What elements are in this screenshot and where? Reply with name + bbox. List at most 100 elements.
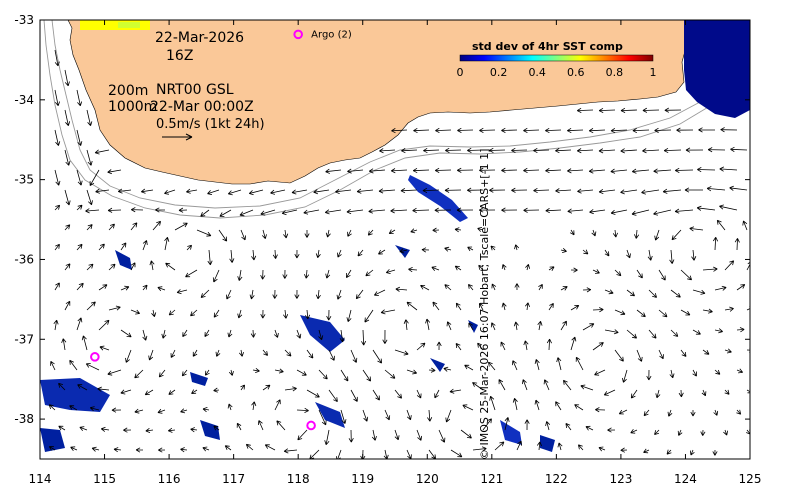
current-vector — [501, 302, 507, 311]
current-vector — [131, 207, 144, 213]
current-vector — [205, 369, 210, 376]
current-vector — [240, 229, 246, 241]
current-vector — [416, 342, 426, 351]
current-vector — [168, 309, 176, 316]
current-vector — [191, 389, 198, 394]
current-vector — [85, 363, 100, 371]
current-vector — [412, 207, 430, 213]
current-vector — [180, 408, 188, 414]
argo-float-label: Argo (2) — [311, 29, 352, 40]
current-vector — [142, 284, 148, 291]
current-vector — [315, 249, 321, 259]
current-vector — [413, 127, 430, 134]
current-vector — [670, 289, 681, 298]
current-vector — [362, 409, 369, 422]
current-vector — [346, 208, 364, 215]
current-vector — [567, 208, 584, 214]
current-vector — [155, 207, 166, 213]
current-vector — [696, 205, 716, 211]
current-vector — [723, 429, 728, 436]
current-vector — [714, 369, 721, 375]
current-vector — [501, 167, 518, 173]
current-vector — [588, 168, 606, 174]
current-vector — [350, 389, 358, 402]
depth-label-1000m: 1000m — [108, 99, 157, 115]
current-vector — [111, 407, 122, 413]
x-tick-label: 116 — [158, 472, 181, 486]
current-vector — [701, 389, 707, 397]
current-vector — [700, 429, 706, 436]
current-vector — [291, 189, 308, 195]
current-vector — [648, 329, 657, 339]
current-vector — [713, 409, 719, 416]
current-vector — [274, 399, 281, 411]
current-vector — [444, 187, 462, 193]
current-vector — [431, 266, 440, 271]
current-vector — [654, 429, 660, 435]
current-vector — [117, 188, 132, 194]
current-vector — [294, 249, 300, 259]
current-vector — [130, 222, 138, 231]
x-tick-label: 120 — [416, 472, 439, 486]
current-vector — [548, 266, 555, 271]
current-vector — [614, 309, 626, 316]
current-vector — [144, 389, 154, 396]
current-vector — [565, 423, 572, 431]
current-vector — [388, 229, 396, 234]
current-vector — [432, 301, 440, 311]
current-vector — [631, 209, 650, 216]
current-vector — [86, 301, 96, 311]
y-tick-label: -37 — [14, 332, 34, 346]
current-vector — [192, 349, 198, 357]
current-vector — [356, 188, 374, 194]
current-vector — [224, 445, 232, 451]
current-vector — [516, 440, 522, 451]
current-vector — [536, 441, 542, 451]
current-vector — [385, 269, 396, 274]
current-vector — [434, 207, 452, 213]
depth-label-200m: 200m — [108, 83, 148, 99]
current-vector — [438, 429, 446, 443]
current-vector — [54, 204, 61, 211]
current-vector — [64, 69, 70, 87]
velocity-scale-label: 0.5m/s (1kt 24h) — [156, 117, 265, 132]
current-vector — [284, 349, 292, 357]
current-vector — [500, 341, 506, 351]
current-vector — [406, 301, 418, 311]
current-vector — [181, 369, 188, 377]
current-vector — [702, 308, 713, 314]
current-vector — [684, 187, 703, 193]
current-vector — [380, 309, 396, 315]
current-vector — [546, 338, 552, 351]
current-vector — [456, 207, 474, 213]
current-vector — [350, 349, 358, 363]
current-vector — [58, 425, 66, 431]
current-vector — [48, 446, 56, 451]
current-vector — [368, 208, 386, 214]
current-vector — [567, 168, 584, 174]
current-vector — [212, 269, 220, 283]
current-vector — [575, 356, 584, 371]
current-vector — [76, 204, 83, 211]
current-vector — [54, 282, 60, 291]
current-vector — [260, 309, 266, 319]
current-vector — [346, 309, 352, 322]
current-vector — [270, 189, 286, 195]
current-vector — [462, 404, 474, 411]
current-vector — [428, 367, 436, 373]
current-vector — [566, 127, 584, 134]
current-vector — [432, 227, 440, 233]
current-vector — [95, 188, 110, 194]
current-vector — [702, 266, 718, 272]
current-vector — [379, 148, 396, 154]
velocity-scale-arrow — [162, 133, 193, 141]
current-vector — [251, 401, 257, 411]
current-vector — [736, 327, 745, 333]
current-vector — [445, 147, 462, 153]
current-vector — [685, 147, 704, 153]
current-vector — [134, 408, 144, 414]
current-vector — [734, 238, 740, 251]
current-vector — [399, 248, 408, 254]
current-vector — [620, 148, 638, 154]
current-vector — [434, 389, 440, 399]
